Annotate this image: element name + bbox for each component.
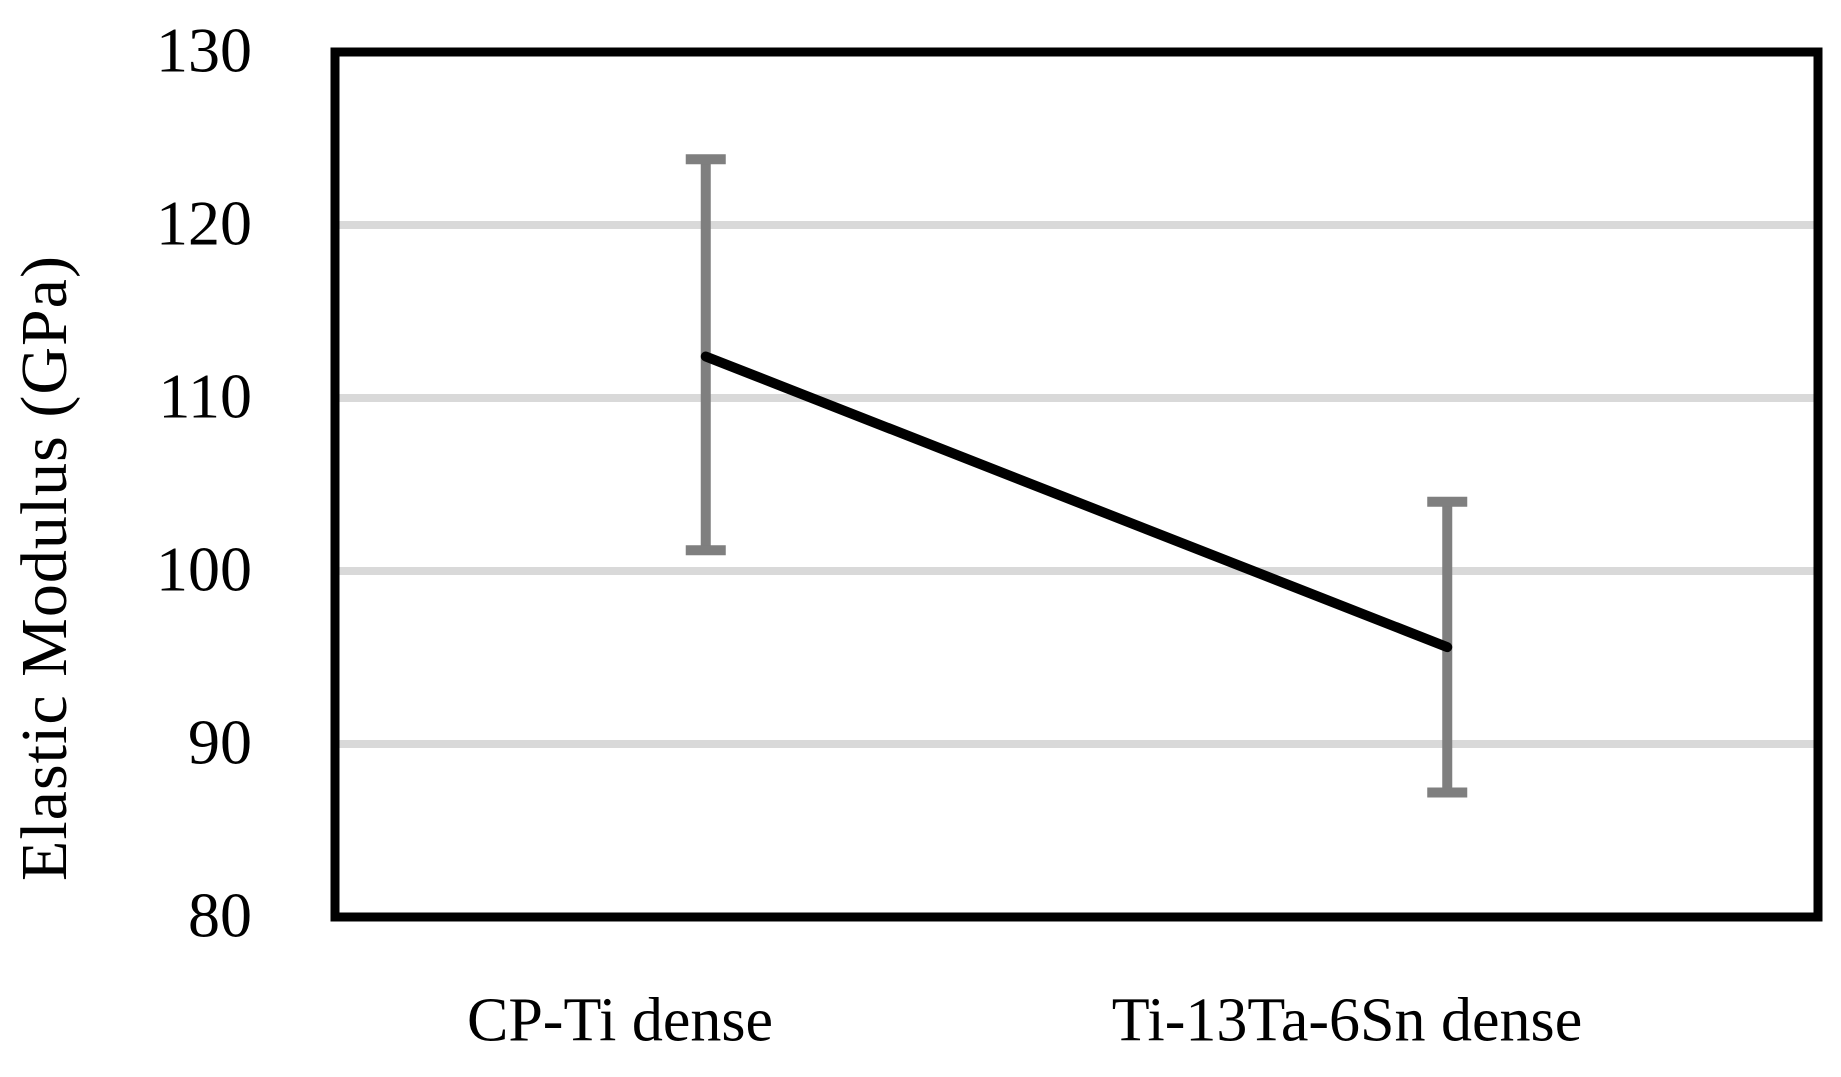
y-tick-label: 110 [158, 360, 252, 432]
series-line [700, 351, 1453, 653]
y-tick-label: 120 [156, 187, 252, 259]
x-category-label: CP-Ti dense [466, 986, 774, 1055]
y-tick-label: 100 [156, 533, 252, 605]
x-category-label: Ti-13Ta-6Sn dense [1111, 986, 1583, 1055]
plot-border [330, 47, 1823, 922]
y-tick-label: 80 [188, 879, 252, 951]
y-tick-label: 130 [156, 14, 252, 86]
y-tick-label: 90 [188, 706, 252, 778]
